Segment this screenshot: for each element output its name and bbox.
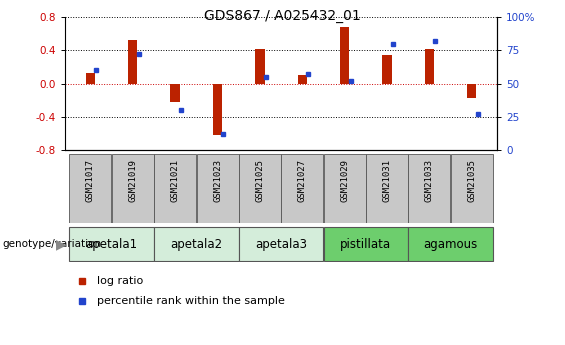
Text: apetala3: apetala3	[255, 238, 307, 250]
Text: apetala2: apetala2	[170, 238, 223, 250]
Text: log ratio: log ratio	[97, 276, 143, 286]
Text: GSM21019: GSM21019	[128, 159, 137, 202]
Text: GSM21035: GSM21035	[467, 159, 476, 202]
Text: GSM21025: GSM21025	[255, 159, 264, 202]
Text: GSM21027: GSM21027	[298, 159, 307, 202]
Bar	[213, 84, 222, 135]
Bar	[425, 49, 434, 84]
Bar	[197, 154, 238, 223]
Text: GSM21029: GSM21029	[340, 159, 349, 202]
Bar	[281, 154, 323, 223]
Text: GSM21023: GSM21023	[213, 159, 222, 202]
Bar	[171, 84, 180, 102]
Bar	[298, 75, 307, 84]
Bar	[112, 154, 154, 223]
Bar	[324, 154, 366, 223]
Bar	[366, 154, 408, 223]
Text: agamous: agamous	[423, 238, 478, 250]
Text: GSM21031: GSM21031	[383, 159, 392, 202]
Bar	[451, 154, 493, 223]
Bar	[467, 84, 476, 98]
Bar	[324, 227, 408, 262]
Text: GSM21017: GSM21017	[86, 159, 95, 202]
Bar	[383, 55, 392, 84]
Text: GSM21033: GSM21033	[425, 159, 434, 202]
Bar	[408, 154, 450, 223]
Bar	[86, 73, 95, 84]
Bar	[408, 227, 493, 262]
Bar	[340, 27, 349, 84]
Bar	[69, 154, 111, 223]
Text: GDS867 / A025432_01: GDS867 / A025432_01	[204, 9, 361, 23]
Bar	[239, 227, 323, 262]
Bar	[69, 227, 154, 262]
Bar	[128, 40, 137, 84]
Text: GSM21021: GSM21021	[171, 159, 180, 202]
Text: pistillata: pistillata	[340, 238, 392, 250]
Text: ▶: ▶	[56, 237, 66, 251]
Text: percentile rank within the sample: percentile rank within the sample	[97, 296, 285, 306]
Text: genotype/variation: genotype/variation	[3, 239, 102, 249]
Bar	[239, 154, 281, 223]
Bar	[154, 154, 196, 223]
Bar	[154, 227, 238, 262]
Bar	[255, 49, 264, 84]
Text: apetala1: apetala1	[85, 238, 138, 250]
